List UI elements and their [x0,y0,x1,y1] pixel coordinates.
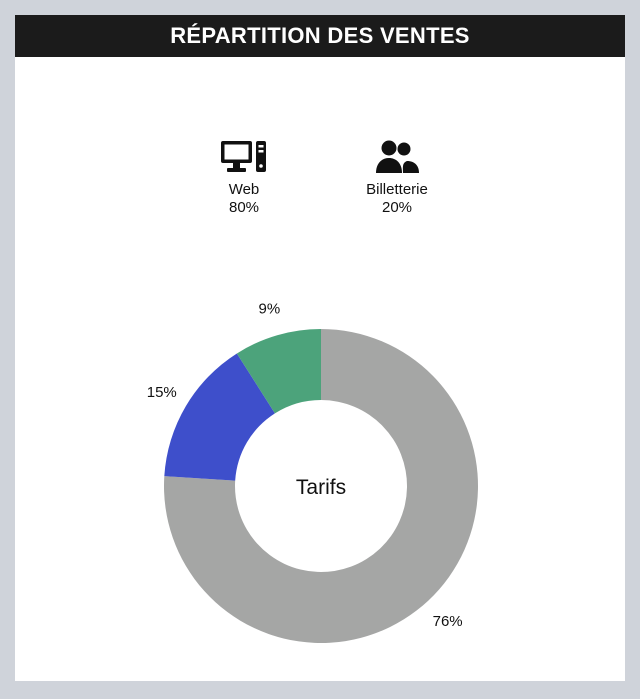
card-title: RÉPARTITION DES VENTES [170,23,470,48]
pie-slice [164,329,479,643]
channel-web: Web 80% [174,139,314,217]
channel-billetterie-value: 20% [381,199,413,216]
slice-label: 15% [147,384,177,401]
slice-label: 76% [433,613,463,630]
slice-label: 9% [259,300,281,317]
channel-billetterie-label: Billetterie [366,181,428,198]
desktop-computer-icon [221,141,266,172]
sales-card: RÉPARTITION DES VENTES Web 80% [15,15,625,681]
channel-summary: Web 80% Billetterie 20% [15,139,625,229]
center-label: Tarifs [296,476,346,499]
donut-chart: Tarifs 76% 15% 9% [147,300,479,643]
card-header: RÉPARTITION DES VENTES [15,15,625,57]
pie-slice [236,329,321,414]
channel-billetterie: Billetterie 20% [327,139,467,217]
channel-web-value: 80% [228,199,260,216]
users-group-icon [376,140,419,173]
pie-slice [164,353,275,481]
channel-web-label: Web [228,181,260,198]
